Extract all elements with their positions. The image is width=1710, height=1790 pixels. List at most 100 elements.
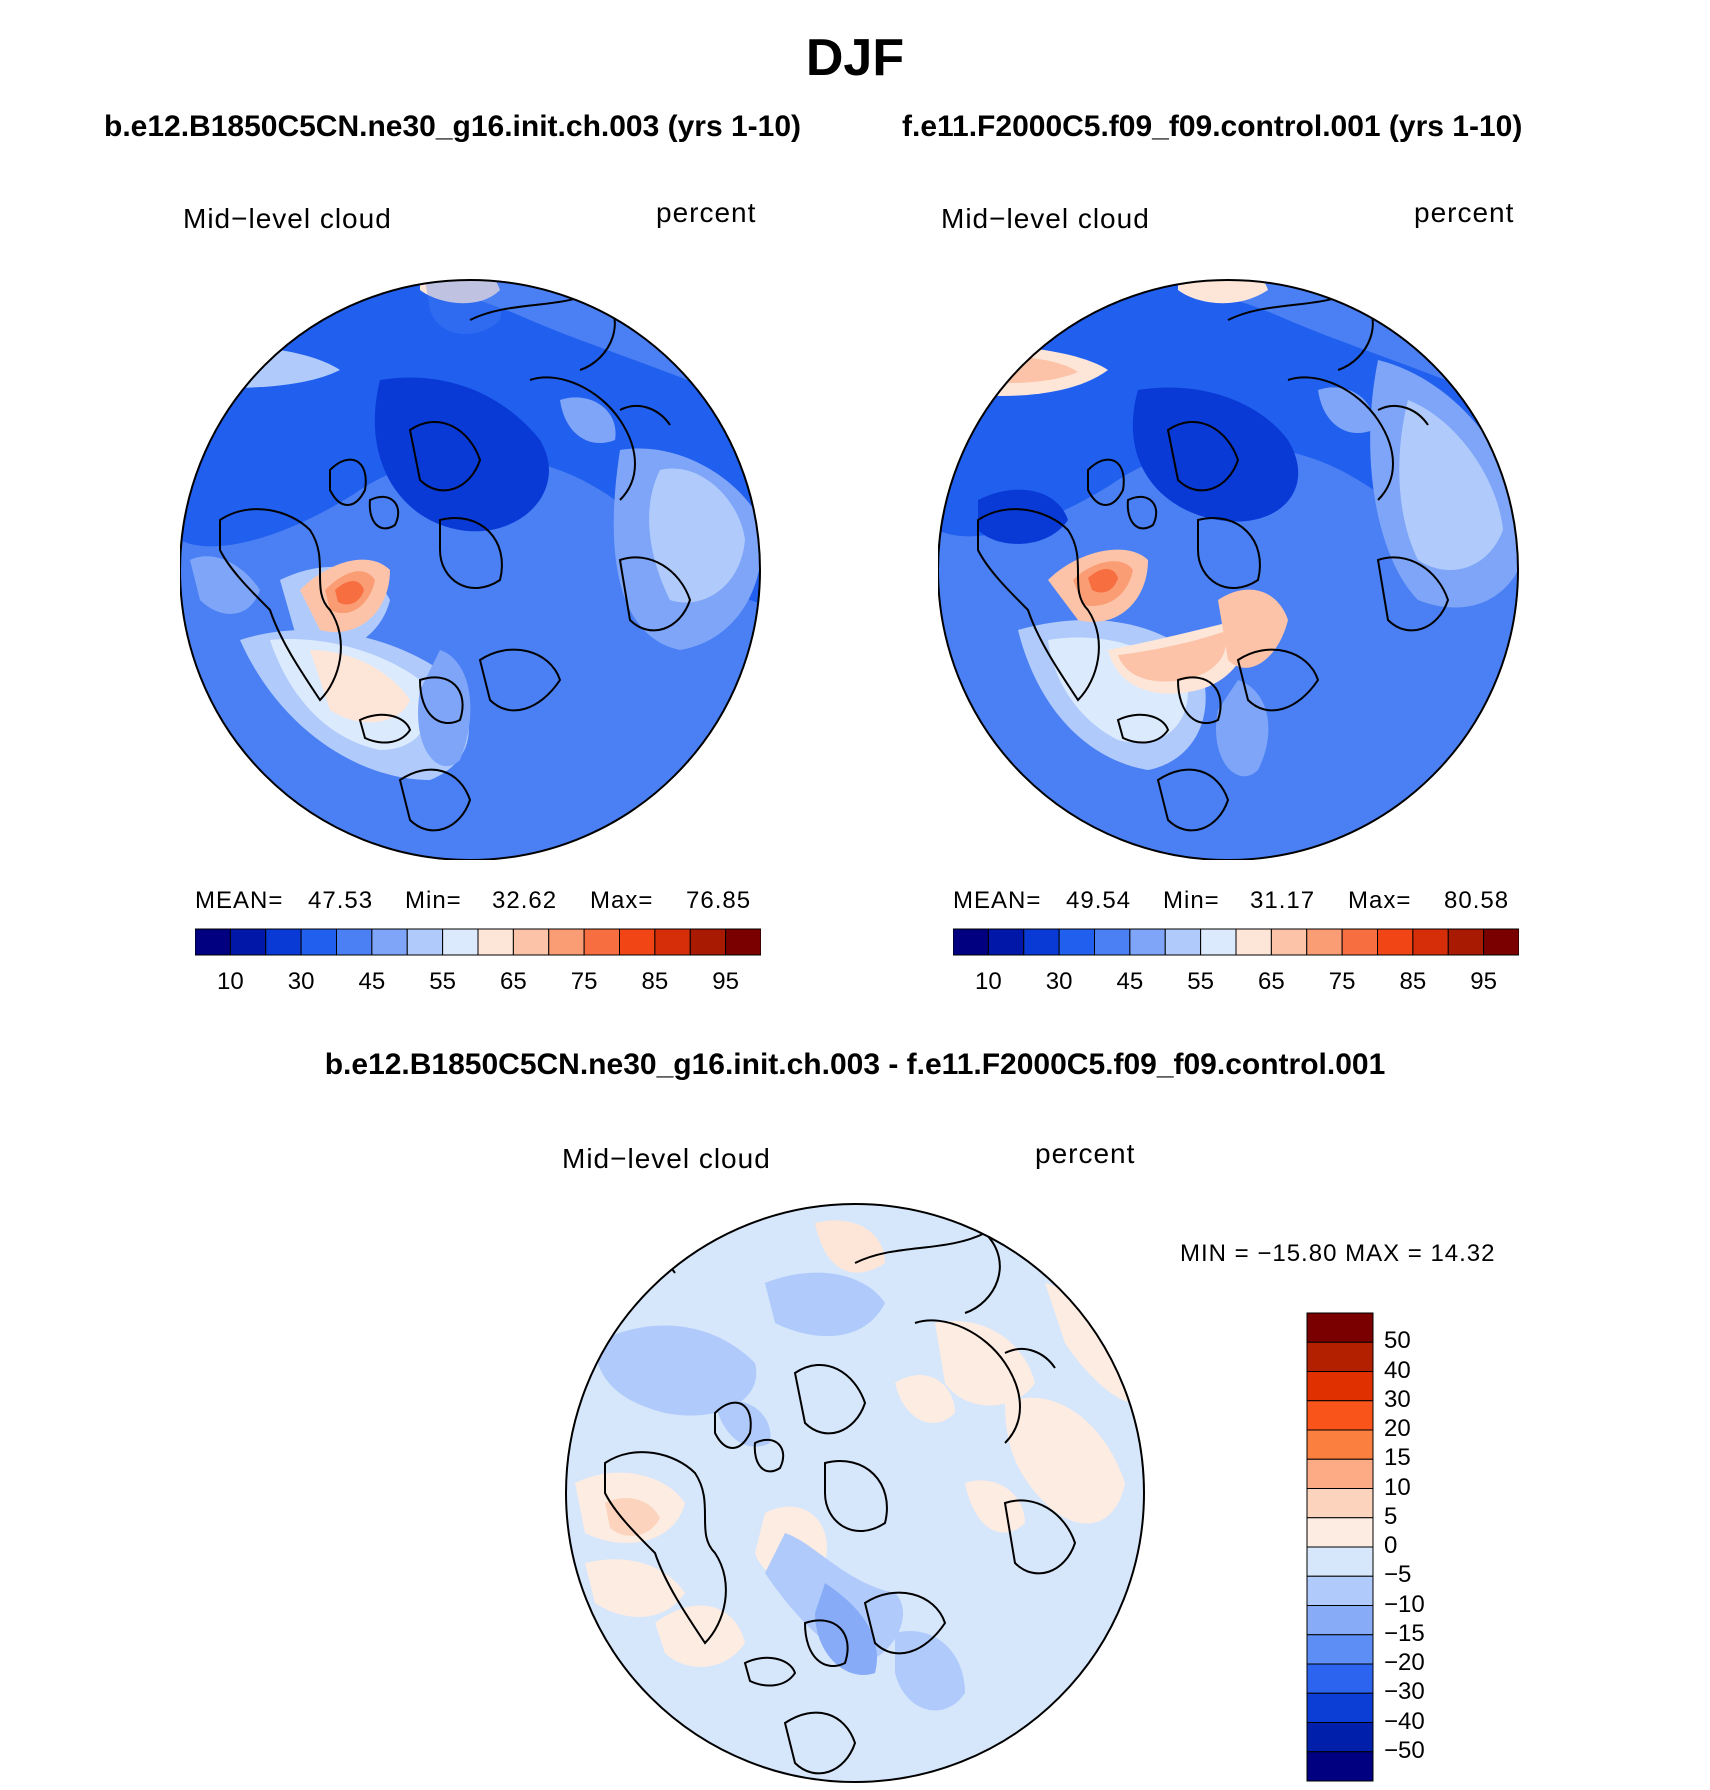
colorbar-swatch — [1164, 928, 1202, 956]
colorbar-tick-label: 45 — [1116, 968, 1144, 995]
colorbar-swatch — [477, 928, 514, 956]
colorbar-swatch — [336, 928, 373, 956]
panel-1-case-title: b.e12.B1850C5CN.ne30_g16.init.ch.003 (yr… — [104, 110, 802, 143]
colorbar-tick-label: 75 — [1328, 968, 1356, 995]
panel-2-mean-value: 49.54 — [1066, 887, 1132, 914]
colorbar-tick-label: −40 — [1384, 1707, 1425, 1735]
colorbar-swatch — [1483, 928, 1519, 956]
colorbar-swatch — [1270, 928, 1308, 956]
colorbar-swatch — [1306, 1400, 1374, 1431]
colorbar-swatch — [1235, 928, 1272, 956]
panel-2-colorbar — [953, 928, 1519, 956]
colorbar-swatch — [725, 928, 761, 956]
colorbar-swatch — [300, 928, 338, 956]
colorbar-tick-label: −5 — [1384, 1561, 1412, 1589]
colorbar-swatch — [265, 928, 302, 956]
colorbar-tick-label: 50 — [1384, 1327, 1411, 1355]
panel-1-colorbar-labels: 10 30 45 55 65 75 85 95 — [195, 968, 761, 998]
panel-2-max-value: 80.58 — [1444, 887, 1510, 914]
colorbar-tick-label: −10 — [1384, 1590, 1425, 1618]
colorbar-tick-label: 65 — [500, 968, 527, 995]
panel-1-mean-value: 47.53 — [308, 887, 374, 914]
colorbar-swatch — [1306, 1429, 1374, 1460]
colorbar-swatch — [512, 928, 550, 956]
panel-1-min-value: 32.62 — [492, 887, 558, 914]
colorbar-swatch — [1306, 1371, 1374, 1402]
colorbar-tick-label: 30 — [1045, 968, 1073, 995]
colorbar-tick-label: 55 — [429, 968, 456, 995]
colorbar-swatch — [1341, 928, 1379, 956]
figure-title: DJF — [805, 29, 905, 87]
panel-2-map — [938, 279, 1519, 860]
colorbar-tick-label: 15 — [1384, 1444, 1411, 1472]
colorbar-swatch — [1306, 928, 1343, 956]
difference-units-label: percent — [1035, 1138, 1136, 1169]
colorbar-swatch — [1306, 1341, 1374, 1372]
colorbar-swatch — [1306, 1575, 1374, 1606]
colorbar-tick-label: 5 — [1384, 1502, 1398, 1530]
difference-colorbar — [1306, 1312, 1374, 1782]
colorbar-swatch — [987, 928, 1025, 956]
colorbar-swatch — [229, 928, 267, 956]
colorbar-swatch — [1306, 1605, 1374, 1636]
colorbar-tick-label: 85 — [1399, 968, 1427, 995]
colorbar-tick-label: 95 — [712, 968, 739, 995]
colorbar-tick-label: 65 — [1258, 968, 1285, 995]
colorbar-swatch — [1412, 928, 1449, 956]
colorbar-tick-label: −30 — [1384, 1678, 1425, 1706]
colorbar-tick-label: −15 — [1384, 1619, 1425, 1647]
panel-2-units-label: percent — [1414, 197, 1515, 228]
colorbar-tick-label: 20 — [1384, 1415, 1411, 1442]
difference-colorbar-labels: 50 40 30 20 15 10 5 0 −5 −10 −15 −20 −30 −40 −50 — [1384, 1312, 1504, 1782]
colorbar-tick-label: 40 — [1384, 1356, 1411, 1384]
panel-2-min-value: 31.17 — [1250, 887, 1316, 914]
colorbar-tick-label: 75 — [570, 968, 598, 995]
colorbar-swatch — [1306, 1751, 1374, 1782]
colorbar-swatch — [1306, 1546, 1374, 1577]
colorbar-swatch — [1306, 1663, 1374, 1694]
panel-2-case-title: f.e11.F2000C5.f09_f09.control.001 (yrs 1… — [902, 110, 1523, 143]
panel-2-max-label: Max= — [1348, 887, 1412, 914]
panel-2-colorbar-labels: 10 30 45 55 65 75 85 95 — [953, 968, 1519, 998]
difference-title: b.e12.B1850C5CN.ne30_g16.init.ch.003 - f… — [324, 1048, 1386, 1081]
difference-map — [565, 1203, 1145, 1783]
colorbar-swatch — [1058, 928, 1096, 956]
colorbar-swatch — [1306, 1634, 1374, 1665]
panel-2-min-label: Min= — [1163, 887, 1220, 914]
colorbar-tick-label: 10 — [1384, 1473, 1411, 1501]
panel-1-max-label: Max= — [590, 887, 654, 914]
colorbar-tick-label: 55 — [1187, 968, 1214, 995]
colorbar-tick-label: −50 — [1384, 1736, 1425, 1764]
colorbar-swatch — [689, 928, 727, 956]
colorbar-tick-label: 30 — [1384, 1385, 1411, 1413]
colorbar-swatch — [548, 928, 585, 956]
panel-1-field-label: Mid−level cloud — [183, 203, 392, 234]
colorbar-tick-label: 95 — [1470, 968, 1497, 995]
colorbar-tick-label: 30 — [287, 968, 315, 995]
colorbar-tick-label: 45 — [358, 968, 386, 995]
colorbar-swatch — [1306, 1458, 1374, 1489]
colorbar-tick-label: 10 — [975, 968, 1002, 995]
colorbar-swatch — [619, 928, 656, 956]
colorbar-swatch — [1200, 928, 1237, 956]
colorbar-swatch — [1306, 1692, 1374, 1723]
colorbar-tick-label: 85 — [641, 968, 669, 995]
panel-1-min-label: Min= — [405, 887, 462, 914]
panel-1-map — [180, 279, 761, 860]
colorbar-swatch — [442, 928, 479, 956]
panel-2-mean-label: MEAN= — [953, 887, 1042, 914]
panel-1-max-value: 76.85 — [686, 887, 752, 914]
colorbar-swatch — [406, 928, 444, 956]
panel-1-colorbar — [195, 928, 761, 956]
colorbar-swatch — [1094, 928, 1131, 956]
colorbar-swatch — [1306, 1517, 1374, 1548]
colorbar-swatch — [1447, 928, 1485, 956]
colorbar-swatch — [371, 928, 408, 956]
colorbar-swatch — [583, 928, 621, 956]
colorbar-tick-label: 10 — [217, 968, 244, 995]
difference-minmax: MIN = −15.80 MAX = 14.32 — [1180, 1240, 1496, 1267]
colorbar-swatch — [953, 928, 989, 956]
panel-1-units-label: percent — [656, 197, 757, 228]
panel-1-mean-label: MEAN= — [195, 887, 284, 914]
colorbar-swatch — [654, 928, 691, 956]
